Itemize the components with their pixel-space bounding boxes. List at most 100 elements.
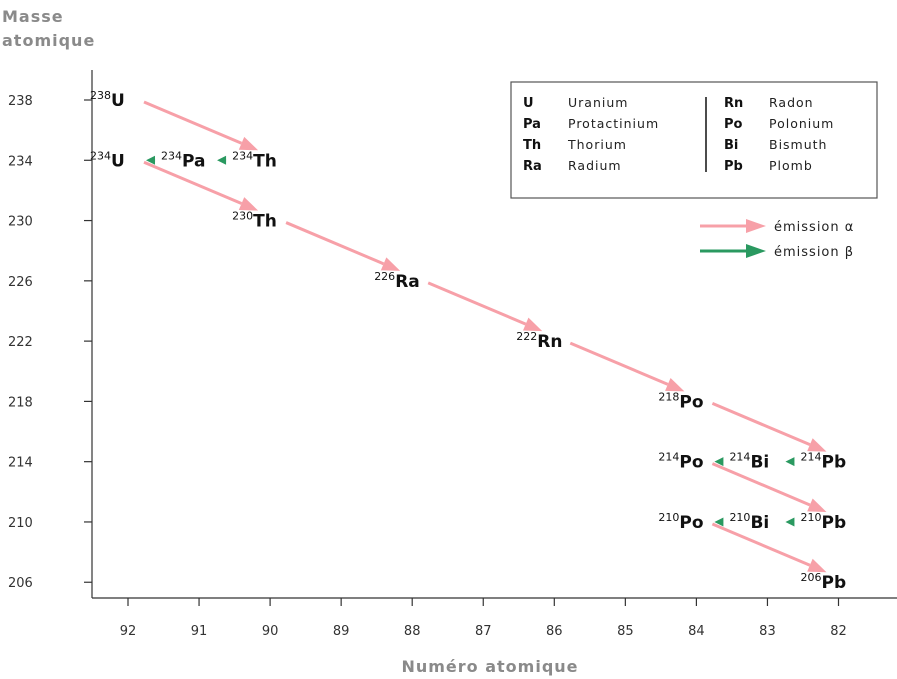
nuclide-Po214: 214Po: [658, 451, 703, 473]
nuclide-mass: 234: [232, 149, 253, 162]
nuclide-mass: 214: [801, 451, 822, 464]
nuclide-symbol: Ra: [395, 272, 420, 292]
legend-symbol: Pb: [724, 159, 743, 174]
legend-box: [510, 81, 878, 199]
x-tick-label: 84: [688, 624, 705, 639]
legend-element-name: Radium: [568, 158, 622, 173]
nuclide-symbol: Rn: [537, 332, 562, 352]
nuclide-symbol: Bi: [750, 453, 769, 473]
nuclide-symbol: Bi: [750, 513, 769, 533]
y-tick-label: 206: [8, 576, 33, 591]
nuclide-Po218: 218Po: [658, 390, 703, 412]
alpha-arrow-Po214-Pb210: [711, 462, 827, 512]
nuclide-Pb210: 210Pb: [801, 511, 847, 533]
legend-symbol: Po: [724, 117, 743, 132]
decay-arrows: [143, 100, 827, 573]
axes: 238 234 230 226 222 218 214 210 206 92 91 90 89 88 87 8…: [8, 70, 897, 639]
legend-element-name: Polonium: [769, 116, 834, 131]
y-tick-label: 238: [8, 94, 33, 109]
nuclide-Po210: 210Po: [658, 511, 703, 533]
legend-element-name: Thorium: [567, 137, 627, 152]
nuclide-U238: 238U: [90, 89, 125, 111]
nuclide-symbol: Th: [253, 151, 277, 171]
alpha-arrow-Ra226-Rn222: [427, 281, 543, 332]
x-tick-label: 91: [191, 624, 208, 639]
beta-arrow-Bi214-Po214: [714, 457, 724, 467]
legend-symbol: Ra: [523, 159, 542, 174]
legend-element-name: Plomb: [769, 158, 813, 173]
y-tick-label: 222: [8, 335, 33, 350]
nuclide-symbol: U: [111, 151, 125, 171]
nuclide-mass: 238: [90, 89, 111, 102]
nuclide-symbol: U: [111, 91, 125, 111]
legend-element-name: Radon: [769, 95, 814, 110]
x-tick-label: 90: [262, 624, 279, 639]
nuclide-mass: 210: [801, 511, 822, 524]
legend-symbol: Bi: [724, 138, 738, 153]
nuclide-Ra226: 226Ra: [374, 270, 420, 292]
nuclide-Bi210: 210Bi: [729, 511, 769, 533]
nuclide-symbol: Po: [679, 513, 703, 533]
nuclide-mass: 214: [658, 451, 679, 464]
nuclide-mass: 210: [658, 511, 679, 524]
beta-arrow-Pb214-Bi214: [785, 457, 795, 467]
nuclide-Pa234: 234Pa: [161, 149, 205, 171]
element-legend: U Uranium Pa Protactinium Th Thorium Ra Radium R…: [510, 81, 878, 199]
y-tick-label: 226: [8, 275, 33, 290]
legend-element-name: Protactinium: [568, 116, 659, 131]
x-tick-label: 87: [475, 624, 492, 639]
nuclide-mass: 210: [729, 511, 750, 524]
alpha-arrow-U238-Th234: [143, 100, 259, 151]
emission-label: émission α: [774, 220, 854, 235]
alpha-arrow-Po218-Pb214: [711, 402, 827, 452]
nuclide-mass: 226: [374, 270, 395, 283]
beta-arrow-Bi210-Po210: [714, 517, 724, 527]
nuclide-symbol: Po: [679, 453, 703, 473]
alpha-arrow-U234-Th230: [143, 160, 259, 211]
legend-element-name: Uranium: [568, 95, 628, 110]
emission-legend-alpha: émission α: [700, 219, 854, 235]
legend-symbol: Th: [523, 138, 541, 153]
x-tick-label: 89: [333, 624, 350, 639]
nuclide-mass: 206: [801, 571, 822, 584]
nuclide-symbol: Pb: [822, 453, 847, 473]
nuclide-U234: 234U: [90, 149, 125, 171]
x-tick-label: 88: [404, 624, 421, 639]
x-tick-label: 82: [830, 624, 847, 639]
nuclide-mass: 230: [232, 210, 253, 223]
nuclide-Rn222: 222Rn: [516, 330, 562, 352]
nuclide-mass: 234: [90, 149, 111, 162]
nuclide-mass: 234: [161, 149, 182, 162]
y-tick-label: 214: [8, 456, 33, 471]
y-tick-label: 234: [8, 154, 33, 169]
nuclide-Th234: 234Th: [232, 149, 277, 171]
nuclide-mass: 214: [729, 451, 750, 464]
alpha-arrow-Rn222-Po218: [569, 341, 685, 392]
nuclide-Bi214: 214Bi: [729, 451, 769, 473]
x-tick-label: 92: [120, 624, 137, 639]
x-axis-title: Numéro atomique: [401, 657, 578, 676]
x-tick-label: 83: [759, 624, 776, 639]
y-tick-label: 218: [8, 395, 33, 410]
nuclide-symbol: Pa: [182, 151, 205, 171]
x-tick-label: 86: [546, 624, 563, 639]
legend-element-name: Bismuth: [769, 137, 827, 152]
nuclide-Pb206: 206Pb: [801, 571, 847, 593]
alpha-arrow-Po210-Pb206: [711, 522, 827, 573]
nuclide-symbol: Th: [253, 212, 277, 232]
beta-arrow-Th234-Pa234: [217, 155, 227, 165]
nuclide-Th230: 230Th: [232, 210, 277, 232]
x-tick-label: 85: [617, 624, 634, 639]
nuclide-mass: 218: [658, 390, 679, 403]
y-axis-title-line2: atomique: [2, 31, 95, 50]
nuclide-symbol: Pb: [822, 513, 847, 533]
nuclide-symbol: Pb: [822, 573, 847, 593]
nuclide-labels: 238U234Th234Pa234U230Th226Ra222Rn218Po21…: [90, 89, 846, 593]
legend-symbol: Pa: [523, 117, 541, 132]
nuclide-Pb214: 214Pb: [801, 451, 847, 473]
nuclide-symbol: Po: [679, 392, 703, 412]
emission-legend: émission α émission β: [700, 219, 854, 260]
nuclide-mass: 222: [516, 330, 537, 343]
emission-label: émission β: [774, 245, 854, 260]
